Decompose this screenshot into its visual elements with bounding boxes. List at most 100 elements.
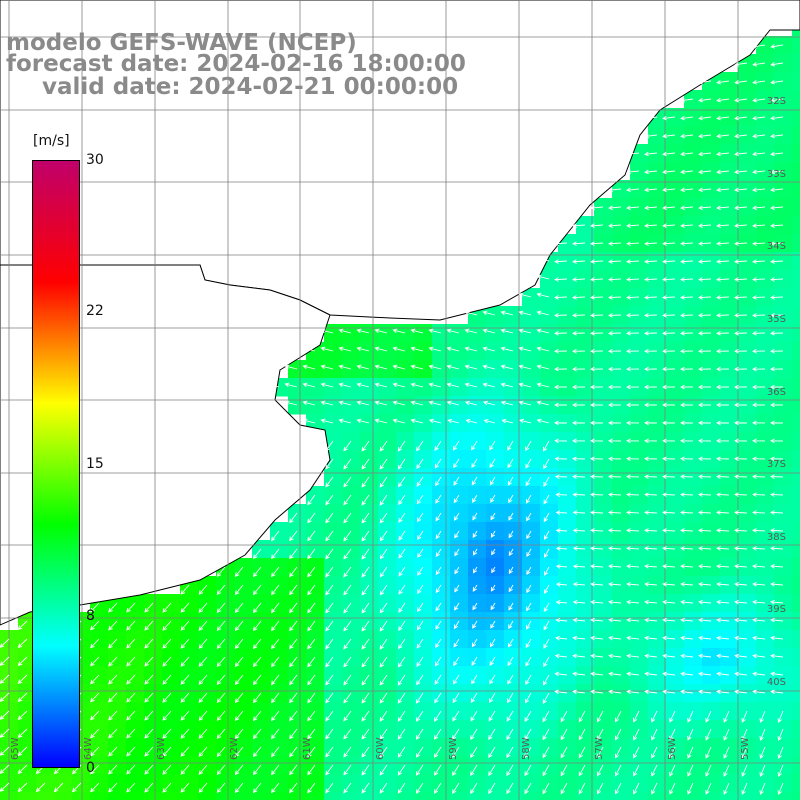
wind-cell bbox=[648, 666, 667, 685]
wind-arrow bbox=[644, 456, 658, 462]
wind-cell bbox=[756, 324, 775, 343]
wind-arrow bbox=[435, 530, 442, 540]
wind-arrow bbox=[543, 476, 550, 487]
wind-arrow bbox=[482, 310, 496, 316]
wind-cell bbox=[756, 504, 775, 523]
wind-arrow bbox=[572, 223, 586, 228]
wind-arrow bbox=[508, 620, 514, 630]
wind-arrow bbox=[488, 764, 496, 777]
wind-arrow bbox=[379, 674, 388, 686]
wind-cell bbox=[486, 414, 505, 433]
wind-cell bbox=[576, 666, 595, 685]
wind-arrow bbox=[53, 782, 64, 793]
wind-cell bbox=[774, 648, 793, 667]
wind-arrow bbox=[554, 689, 568, 695]
wind-arrow bbox=[307, 764, 316, 776]
wind-arrow bbox=[698, 653, 712, 659]
wind-arrow bbox=[572, 277, 586, 282]
wind-cell bbox=[108, 792, 127, 800]
wind-arrow bbox=[343, 602, 352, 614]
wind-cell bbox=[504, 306, 523, 325]
wind-arrow bbox=[572, 420, 586, 426]
wind-cell bbox=[738, 630, 757, 649]
wind-arrow bbox=[644, 169, 658, 175]
wind-arrow bbox=[554, 259, 568, 264]
wind-arrow bbox=[180, 656, 190, 667]
wind-cell bbox=[774, 360, 793, 379]
wind-cell bbox=[558, 522, 577, 541]
wind-arrow bbox=[489, 476, 496, 486]
wind-arrow bbox=[162, 620, 172, 631]
wind-arrow bbox=[302, 400, 316, 406]
wind-cell bbox=[756, 90, 775, 109]
wind-arrow bbox=[289, 656, 298, 668]
wind-arrow bbox=[307, 602, 316, 614]
wind-arrow bbox=[770, 617, 784, 623]
wind-arrow bbox=[626, 474, 640, 480]
wind-arrow bbox=[626, 599, 640, 605]
wind-arrow bbox=[590, 330, 604, 336]
wind-arrow bbox=[325, 530, 334, 542]
wind-arrow bbox=[35, 782, 46, 793]
wind-arrow bbox=[428, 364, 442, 370]
wind-arrow bbox=[198, 782, 208, 793]
wind-cell bbox=[738, 594, 757, 613]
wind-cell bbox=[756, 594, 775, 613]
wind-arrow bbox=[716, 402, 730, 408]
wind-arrow bbox=[472, 530, 478, 538]
wind-cell bbox=[792, 756, 800, 775]
wind-arrow bbox=[626, 384, 640, 390]
wind-arrow bbox=[662, 510, 676, 515]
wind-arrow bbox=[234, 620, 244, 632]
wind-cell bbox=[720, 306, 739, 325]
wind-cell bbox=[486, 396, 505, 415]
wind-cell bbox=[54, 792, 73, 800]
wind-arrow bbox=[343, 566, 352, 578]
wind-cell bbox=[738, 198, 757, 217]
wind-cell bbox=[342, 792, 361, 800]
wind-cell bbox=[774, 288, 793, 307]
wind-cell bbox=[540, 360, 559, 379]
wind-arrow bbox=[472, 620, 478, 629]
wind-cell bbox=[684, 252, 703, 271]
wind-arrow bbox=[398, 602, 406, 613]
wind-arrow bbox=[216, 620, 226, 631]
wind-arrow bbox=[252, 710, 262, 722]
wind-cell bbox=[612, 612, 631, 631]
wind-cell bbox=[756, 648, 775, 667]
wind-cell bbox=[720, 648, 739, 667]
wind-arrow bbox=[698, 187, 712, 193]
wind-cell bbox=[666, 108, 685, 127]
wind-arrow bbox=[343, 728, 352, 740]
wind-arrow bbox=[464, 400, 478, 406]
wind-arrow bbox=[252, 728, 262, 740]
wind-cell bbox=[468, 360, 487, 379]
wind-cell bbox=[756, 360, 775, 379]
wind-arrow bbox=[752, 581, 766, 587]
wind-arrow bbox=[572, 546, 586, 551]
wind-arrow bbox=[343, 710, 352, 722]
wind-arrow bbox=[446, 328, 460, 334]
wind-arrow bbox=[572, 348, 586, 354]
wind-arrow bbox=[453, 494, 460, 504]
longitude-label: 63W bbox=[156, 737, 167, 760]
wind-arrow bbox=[626, 564, 640, 569]
wind-cell bbox=[792, 576, 800, 595]
wind-arrow bbox=[307, 692, 316, 704]
wind-arrow bbox=[289, 512, 298, 524]
wind-arrow bbox=[608, 277, 622, 282]
wind-arrow bbox=[644, 313, 658, 318]
wind-arrow bbox=[705, 710, 712, 723]
wind-arrow bbox=[126, 728, 136, 739]
wind-cell bbox=[684, 522, 703, 541]
wind-arrow bbox=[435, 476, 442, 487]
wind-arrow bbox=[180, 692, 190, 703]
wind-cell bbox=[630, 594, 649, 613]
wind-cell bbox=[792, 144, 800, 163]
wind-cell bbox=[702, 450, 721, 469]
wind-arrow bbox=[500, 364, 514, 370]
wind-arrow bbox=[698, 474, 712, 480]
wind-arrow bbox=[180, 710, 190, 721]
wind-arrow bbox=[452, 782, 460, 794]
